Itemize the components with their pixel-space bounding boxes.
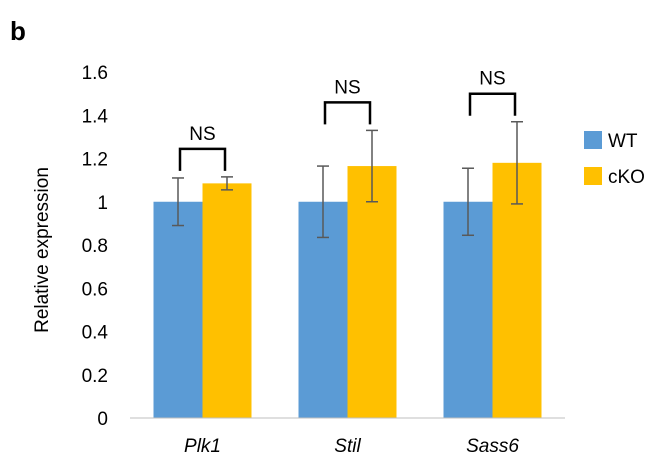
legend-label-cko: cKO — [608, 167, 645, 188]
legend: WT cKO — [584, 131, 645, 188]
bar-wt-sass6 — [443, 201, 493, 418]
y-tick-label: 1.2 — [82, 150, 108, 171]
error-bar-wt-sass6 — [462, 167, 474, 237]
y-tick-label: 0.6 — [82, 279, 108, 300]
bar-cko-sass6 — [492, 162, 542, 418]
bar-wt-plk1 — [153, 201, 203, 418]
significance-brackets: NS NS NS — [178, 69, 517, 171]
panel-label: b — [10, 16, 26, 46]
significance-label: NS — [334, 77, 360, 98]
bars — [153, 162, 542, 418]
significance-bracket — [468, 92, 517, 116]
y-tick-label: 0 — [97, 409, 108, 430]
error-bar-cko-stil — [366, 129, 378, 203]
error-bar-wt-plk1 — [172, 177, 184, 227]
significance-bracket — [323, 101, 372, 125]
legend-swatch-wt — [584, 131, 602, 149]
y-tick-label: 0.2 — [82, 366, 108, 387]
category-label: Sass6 — [466, 436, 519, 457]
y-axis-ticks: 0 0.2 0.4 0.6 0.8 1 1.2 1.4 1.6 — [82, 63, 109, 430]
y-tick-label: 1 — [97, 193, 108, 214]
y-tick-label: 1.6 — [82, 63, 108, 84]
y-axis-label: Relative expression — [32, 167, 53, 333]
category-label: Stil — [334, 436, 361, 457]
category-label: Plk1 — [184, 436, 221, 457]
bar-cko-stil — [347, 166, 397, 418]
bar-cko-plk1 — [202, 183, 252, 418]
y-tick-label: 0.8 — [82, 236, 108, 257]
significance-label: NS — [479, 69, 505, 90]
y-tick-label: 1.4 — [82, 106, 109, 127]
significance-label: NS — [189, 124, 215, 145]
error-bar-cko-plk1 — [221, 176, 233, 191]
legend-label-wt: WT — [608, 131, 638, 152]
category-labels: Plk1 Stil Sass6 — [184, 436, 519, 457]
significance-bracket — [178, 147, 227, 171]
error-bars — [172, 120, 523, 239]
y-tick-label: 0.4 — [82, 323, 109, 344]
error-bar-wt-stil — [317, 165, 329, 239]
legend-swatch-cko — [584, 167, 602, 185]
error-bar-cko-sass6 — [511, 120, 523, 205]
